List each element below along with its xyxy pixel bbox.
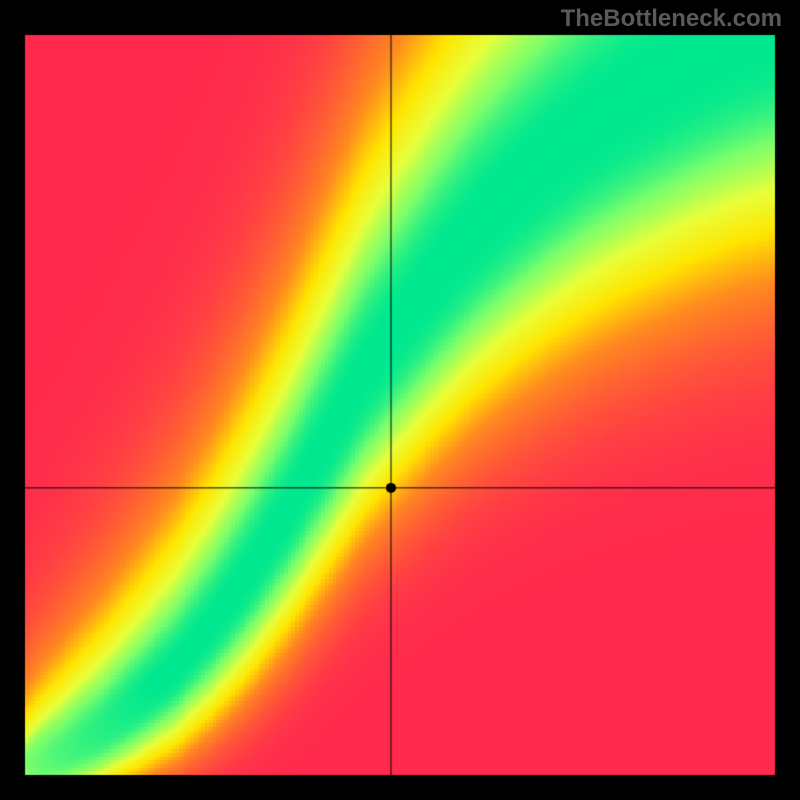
attribution-text: TheBottleneck.com [561,5,782,33]
chart-container: { "attribution": { "text": "TheBottlenec… [0,0,800,800]
bottleneck-heatmap [0,0,800,800]
